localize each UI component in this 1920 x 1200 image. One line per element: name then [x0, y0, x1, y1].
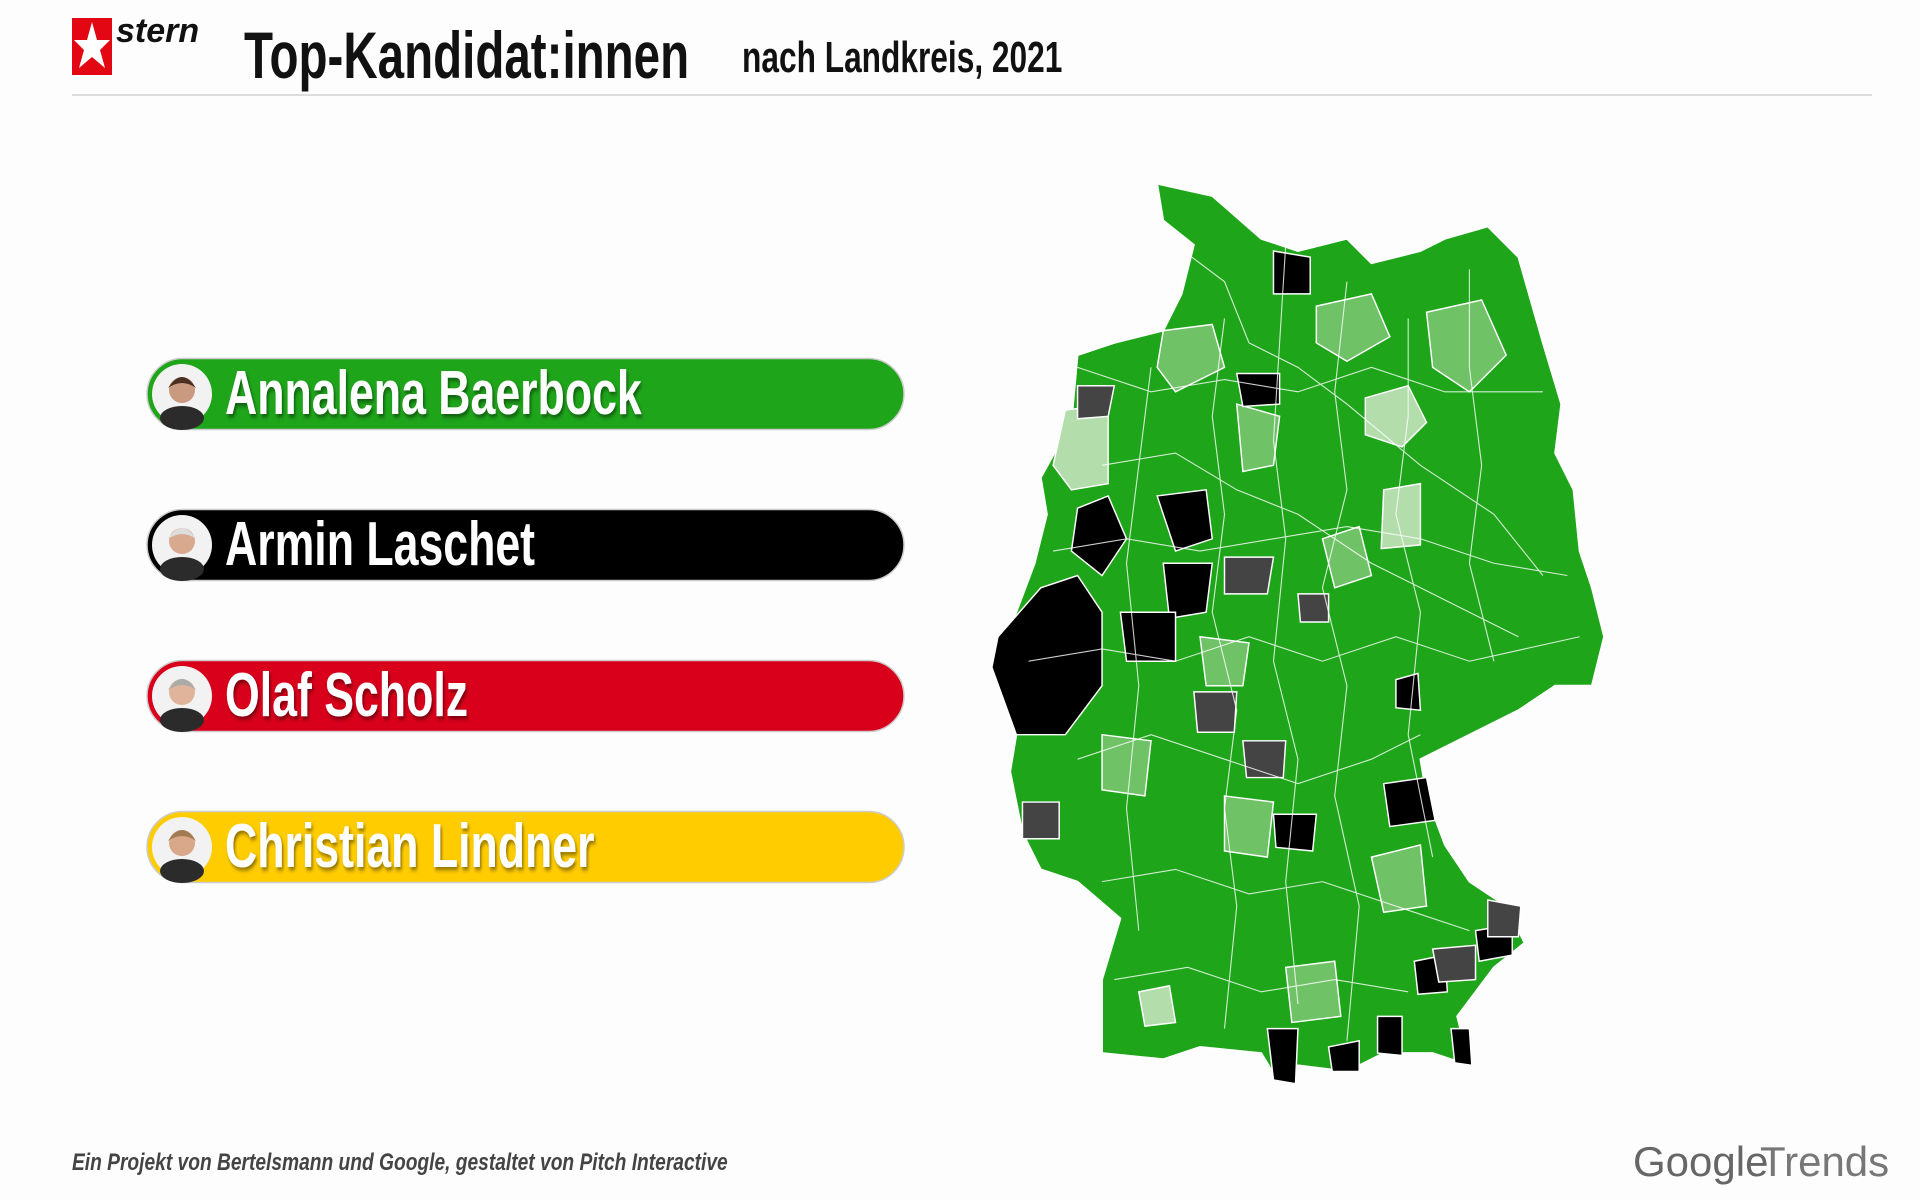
district: [1076, 384, 1116, 420]
avatar-hair: [168, 377, 196, 388]
title: Top-Kandidat:innen: [244, 19, 689, 92]
border: [1175, 244, 1544, 576]
district: [1327, 1039, 1360, 1073]
legend-label: Armin Laschet: [225, 510, 535, 579]
avatar-body: [160, 557, 204, 581]
legend-item: Annalena Baerbock: [146, 357, 905, 431]
avatar-hair: [168, 830, 196, 841]
district: [1272, 813, 1318, 852]
dark-districts: [991, 250, 1513, 1085]
border: [1272, 244, 1299, 1005]
border: [1101, 868, 1470, 932]
avatar-hair: [168, 679, 196, 690]
district: [1487, 899, 1522, 938]
border: [1125, 367, 1152, 931]
district: [1380, 482, 1422, 550]
district: [1162, 562, 1214, 620]
district: [1137, 984, 1177, 1027]
district: [1370, 843, 1428, 914]
district: [1431, 944, 1477, 983]
brand-trends: Trends: [1760, 1138, 1889, 1185]
map: [990, 182, 1606, 1086]
district: [1235, 372, 1281, 408]
avatar-hair: [168, 528, 196, 539]
district: [1223, 556, 1275, 595]
legend-label: Olaf Scholz: [225, 661, 468, 730]
district: [1156, 488, 1214, 552]
legend-item: Christian Lindner: [146, 810, 905, 884]
district: [1425, 299, 1508, 393]
brand-google: Google: [1633, 1138, 1768, 1185]
legend-pill: [146, 508, 905, 582]
district: [1223, 795, 1275, 858]
district: [1272, 250, 1311, 295]
district: [1321, 525, 1373, 589]
district: [1021, 801, 1060, 840]
district: [1450, 1027, 1473, 1067]
district: [1395, 672, 1422, 712]
district: [1284, 960, 1342, 1024]
border: [1052, 525, 1568, 577]
district: [1297, 593, 1330, 623]
district: [1193, 691, 1238, 733]
legend: Annalena Baerbock Armin Laschet Olaf Schol…: [146, 357, 905, 884]
legend-pill: [146, 659, 905, 733]
border: [1395, 318, 1434, 858]
avatar-body: [160, 708, 204, 732]
legend-label: Christian Lindner: [225, 812, 595, 881]
avatar-body: [160, 859, 204, 883]
legend-pill: [146, 810, 905, 884]
legend-item: Armin Laschet: [146, 508, 905, 582]
avatar-body: [160, 406, 204, 430]
district: [991, 574, 1103, 736]
district: [1315, 293, 1391, 363]
logo-star: [74, 22, 110, 68]
light-districts: [1101, 293, 1508, 1024]
border: [1114, 966, 1409, 993]
district: [1266, 1027, 1299, 1085]
district: [1101, 733, 1152, 797]
district: [1235, 403, 1281, 473]
district: [1376, 1015, 1403, 1057]
border: [1028, 636, 1580, 662]
footer-credit: Ein Projekt von Bertelsmann und Google, …: [72, 1148, 728, 1176]
border: [1468, 269, 1495, 662]
header: stern Top-Kandidat:innen nach Landkreis,…: [72, 12, 1872, 96]
district: [1382, 776, 1436, 828]
subtitle: nach Landkreis, 2021: [742, 33, 1062, 82]
legend-item: Olaf Scholz: [146, 659, 905, 733]
border: [1211, 318, 1238, 1029]
district-borders: [1028, 244, 1580, 1041]
gray-districts: [1021, 384, 1522, 983]
border: [1077, 366, 1543, 393]
district: [1156, 323, 1226, 393]
legend-label: Annalena Baerbock: [225, 359, 643, 428]
border: [1077, 734, 1421, 785]
border: [1101, 452, 1519, 638]
legend-pill: [146, 357, 905, 431]
district: [1070, 494, 1128, 577]
logo-text: stern: [116, 12, 199, 50]
border: [1321, 281, 1360, 1041]
